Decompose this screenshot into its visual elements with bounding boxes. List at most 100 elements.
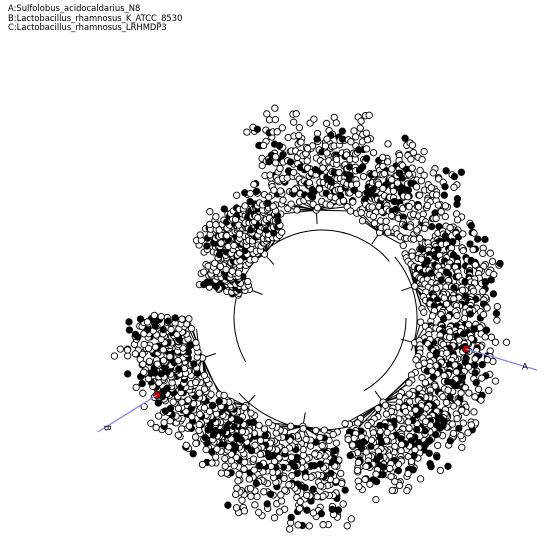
tree-node	[464, 429, 472, 437]
tree-node	[433, 453, 441, 461]
tree-node	[339, 197, 348, 205]
tree-node	[436, 466, 445, 475]
marker-label-b: B	[102, 425, 112, 431]
tree-node	[362, 154, 371, 163]
tree-node	[195, 420, 203, 429]
tree-node	[139, 360, 147, 368]
tree-node	[416, 318, 425, 326]
tree-node	[302, 473, 310, 481]
tree-node	[450, 172, 459, 181]
tree-node	[294, 521, 302, 529]
tree-node	[265, 193, 273, 201]
tree-node	[110, 352, 119, 360]
tree-node	[221, 462, 229, 470]
tree-node	[212, 453, 220, 461]
tree-node	[260, 488, 268, 496]
tree-node	[198, 460, 207, 469]
tree-nodes	[110, 104, 511, 533]
tree-node	[182, 441, 190, 449]
tree-node	[200, 404, 209, 412]
tree-node	[479, 249, 487, 258]
tree-node	[368, 203, 376, 211]
tree-node	[131, 330, 140, 339]
branch-edge	[290, 203, 317, 211]
tree-node	[414, 203, 423, 211]
tree-node	[457, 389, 465, 397]
tree-node	[174, 356, 182, 365]
tree-node	[407, 155, 415, 163]
tree-node	[166, 417, 174, 425]
tree-node	[154, 399, 162, 407]
tree-node	[171, 314, 179, 322]
tree-node	[148, 368, 156, 377]
tree-node	[232, 504, 241, 512]
tree-node	[192, 338, 200, 347]
tree-node	[440, 191, 448, 199]
tree-node	[335, 168, 343, 177]
tree-node	[124, 370, 132, 378]
tree-node	[450, 284, 458, 292]
tree-node	[187, 324, 196, 333]
tree-node	[464, 363, 473, 371]
tree-node	[258, 161, 266, 170]
tree-node	[255, 508, 263, 517]
tree-node	[366, 480, 374, 488]
tree-node	[387, 472, 395, 481]
tree-node	[265, 158, 273, 166]
branch-edge	[316, 209, 351, 212]
tree-node	[285, 481, 293, 489]
tree-node	[432, 214, 440, 223]
tree-node	[322, 119, 331, 128]
tree-node	[455, 424, 463, 433]
tree-node	[290, 118, 298, 126]
tree-node	[379, 184, 387, 193]
tree-node	[404, 186, 413, 194]
tree-node	[254, 214, 262, 222]
tree-node	[442, 167, 450, 175]
tree-node	[222, 265, 230, 274]
tree-node	[354, 458, 363, 467]
tree-node	[348, 441, 357, 449]
tree-node	[350, 127, 358, 135]
tree-node	[397, 447, 405, 455]
tree-node	[252, 187, 261, 196]
tree-node	[290, 186, 299, 194]
tree-node	[178, 425, 186, 433]
tree-node	[426, 351, 434, 359]
tree-node	[502, 338, 511, 346]
tree-node	[465, 320, 473, 329]
tree-node	[446, 224, 454, 232]
tree-node	[196, 231, 204, 239]
tree-node	[277, 491, 285, 499]
tree-node	[337, 469, 345, 478]
tree-node	[485, 386, 493, 395]
tree-node	[140, 368, 148, 376]
tree-node	[359, 163, 367, 171]
tree-node	[178, 315, 186, 323]
tree-node	[247, 447, 256, 455]
tree-node	[303, 157, 311, 165]
tree-node	[275, 141, 284, 150]
tree-node	[316, 433, 324, 442]
tree-node	[332, 155, 341, 164]
tree-node	[255, 421, 263, 430]
tree-node	[165, 427, 173, 436]
tree-node	[441, 212, 449, 221]
tree-node	[332, 439, 341, 447]
tree-node	[434, 441, 442, 450]
tree-node	[444, 386, 452, 394]
tree-node	[240, 465, 248, 473]
tree-node	[288, 472, 296, 480]
tree-node	[161, 407, 170, 415]
tree-node	[269, 202, 277, 210]
tree-node	[253, 125, 262, 133]
tree-node	[467, 421, 475, 429]
tree-node	[427, 184, 435, 192]
tree-node	[238, 496, 246, 504]
tree-node	[420, 171, 428, 179]
tree-node	[483, 304, 491, 312]
tree-node	[405, 379, 413, 387]
tree-node	[281, 486, 289, 494]
tree-node	[202, 445, 210, 454]
branch-edge	[379, 232, 404, 246]
